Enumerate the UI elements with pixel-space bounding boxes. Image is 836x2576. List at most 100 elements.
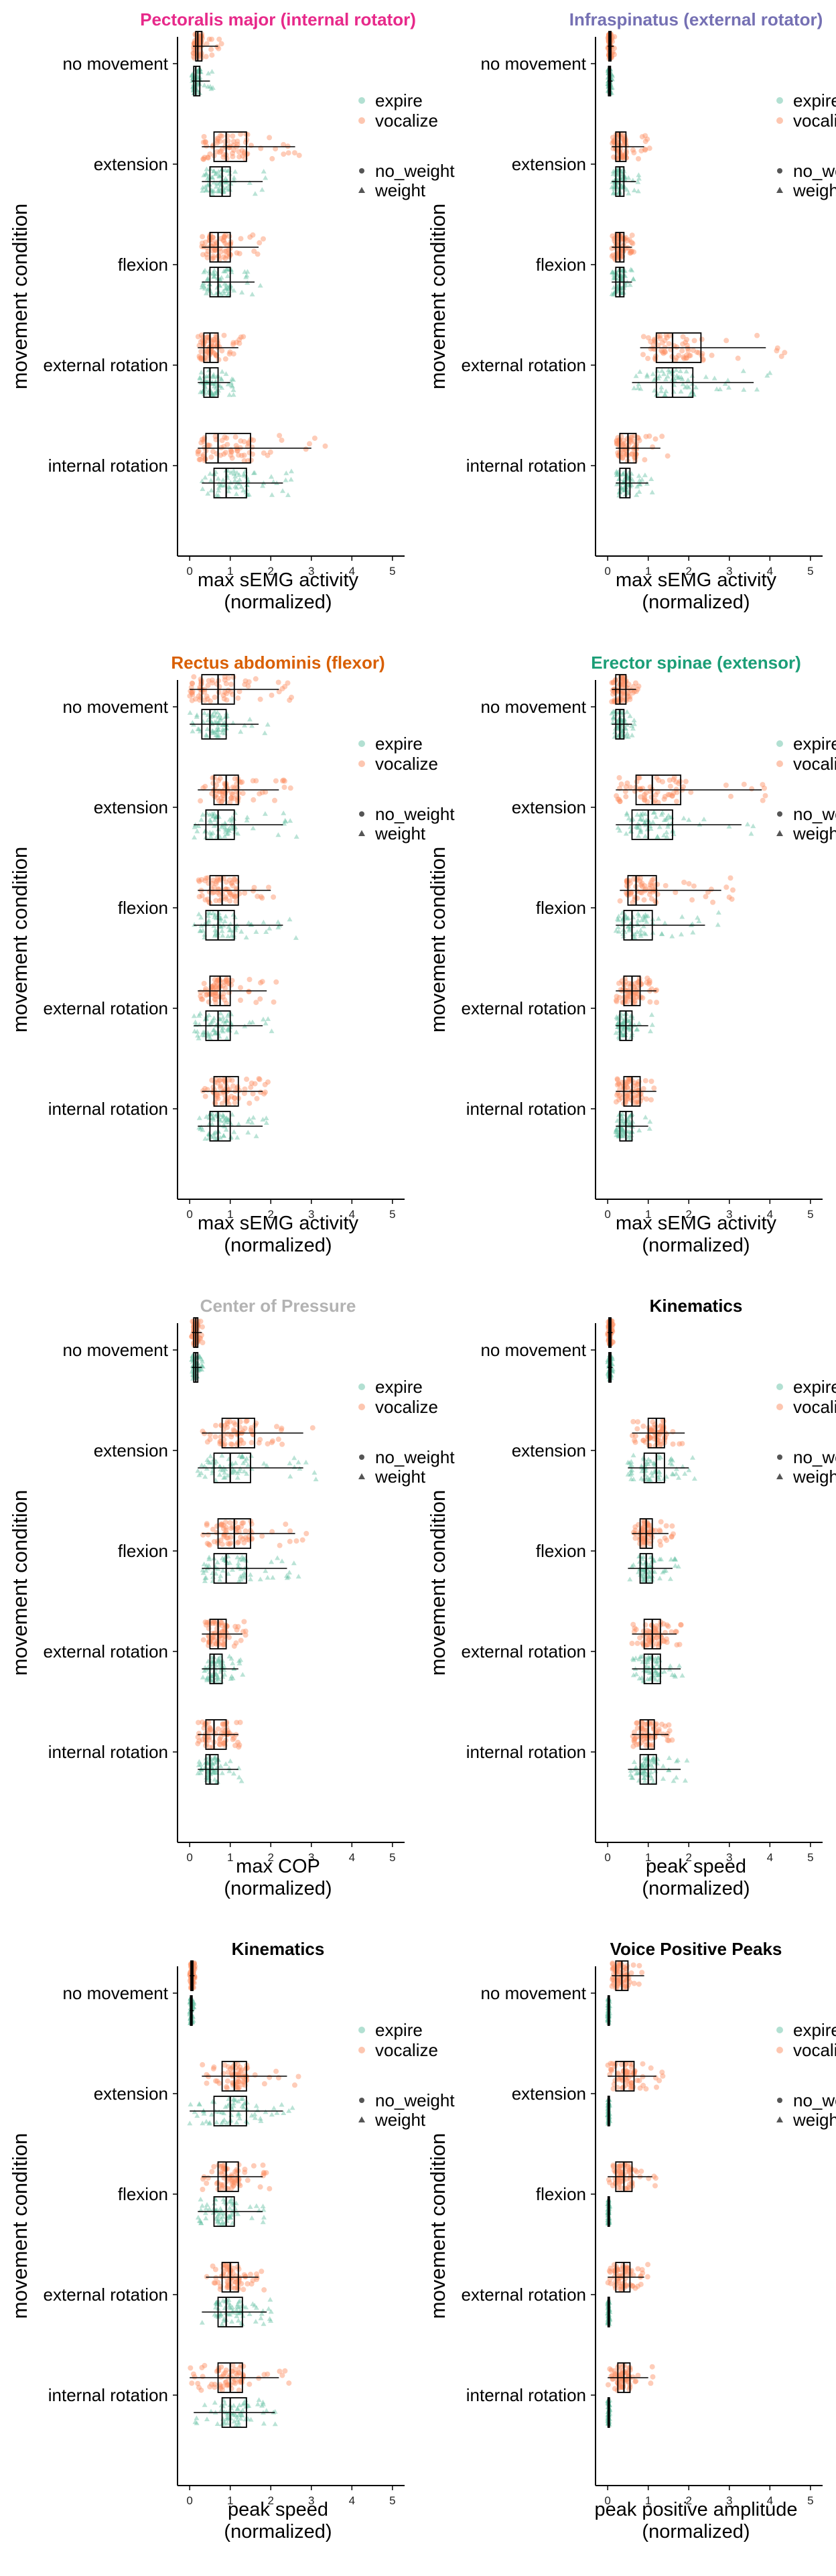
data-point <box>629 249 634 254</box>
data-point <box>774 348 779 354</box>
legend-shape-weight <box>358 830 365 836</box>
data-point <box>634 1672 639 1676</box>
legend-label-no_weight: no_weight <box>793 1447 836 1467</box>
x-axis-label: max sEMG activity <box>616 569 777 591</box>
legend-label-no_weight: no_weight <box>375 804 455 824</box>
data-point <box>692 338 697 343</box>
data-point <box>250 291 255 296</box>
legend-swatch-expire <box>358 1383 365 1390</box>
data-point <box>292 150 297 155</box>
data-point <box>643 139 648 144</box>
data-point <box>230 456 235 461</box>
data-point <box>200 2374 206 2379</box>
data-point <box>296 1574 301 1578</box>
data-point <box>231 1666 236 1671</box>
data-point <box>245 2281 250 2287</box>
data-point <box>212 351 217 356</box>
data-point <box>225 934 230 939</box>
data-point <box>669 934 675 939</box>
data-point <box>292 2082 297 2088</box>
data-point <box>614 442 620 447</box>
data-point <box>216 689 222 695</box>
data-point <box>647 980 652 986</box>
data-point <box>745 821 750 826</box>
data-point <box>642 133 648 139</box>
data-point <box>220 1101 225 1106</box>
data-point <box>749 786 754 791</box>
data-point <box>691 348 696 353</box>
category-label: internal rotation <box>48 1742 168 1762</box>
data-point <box>261 2372 267 2377</box>
data-point <box>255 894 260 899</box>
data-point <box>270 1575 275 1580</box>
data-point <box>198 457 203 462</box>
category-label: flexion <box>118 2184 168 2204</box>
chart-title: Erector spinae (extensor) <box>591 653 801 673</box>
data-point <box>231 675 236 680</box>
data-point <box>206 1000 212 1005</box>
data-point <box>670 1429 675 1434</box>
data-point <box>243 1633 249 1638</box>
category-label: internal rotation <box>466 456 586 476</box>
data-point <box>238 236 244 241</box>
data-point <box>681 880 687 885</box>
data-point <box>748 831 754 836</box>
data-point <box>679 389 684 393</box>
data-point <box>779 354 784 359</box>
data-point <box>640 1543 646 1548</box>
data-point <box>632 1759 637 1764</box>
data-point <box>275 919 281 924</box>
data-point <box>644 1521 650 1526</box>
data-point <box>234 1030 239 1034</box>
data-point <box>208 454 214 460</box>
data-point <box>203 1094 208 1099</box>
data-point <box>658 1519 664 1525</box>
data-point <box>286 150 291 155</box>
data-point <box>681 815 687 820</box>
data-point <box>683 355 689 360</box>
data-point <box>667 792 673 797</box>
data-point <box>303 1460 309 1465</box>
data-point <box>293 935 299 940</box>
data-point <box>263 1021 269 1026</box>
data-point <box>618 898 623 904</box>
legend-label-vocalize: vocalize <box>793 111 836 131</box>
data-point <box>199 370 204 375</box>
data-point <box>240 791 246 796</box>
data-point <box>213 2275 218 2281</box>
data-point <box>280 488 285 493</box>
data-point <box>188 2366 193 2371</box>
data-point <box>640 1438 646 1443</box>
data-point <box>224 691 229 696</box>
data-point <box>206 1626 212 1631</box>
data-point <box>267 135 272 140</box>
data-point <box>677 1441 682 1446</box>
data-point <box>221 1133 226 1138</box>
category-label: no movement <box>62 697 168 717</box>
data-point <box>626 878 632 883</box>
data-point <box>636 1742 642 1747</box>
data-point <box>741 387 746 392</box>
data-point <box>216 2081 222 2086</box>
data-point <box>206 269 212 273</box>
data-point <box>198 1318 204 1324</box>
data-point <box>211 2164 216 2169</box>
data-point <box>251 778 256 783</box>
data-point <box>723 783 729 788</box>
data-point <box>243 1528 249 1534</box>
data-point <box>234 1135 240 1140</box>
data-point <box>207 37 212 42</box>
data-point <box>639 890 644 896</box>
legend-label-no_weight: no_weight <box>793 804 836 824</box>
legend-shape-no_weight <box>359 1454 364 1460</box>
data-point <box>230 1083 236 1089</box>
x-axis-label: max COP <box>236 1856 320 1877</box>
data-point <box>235 695 240 701</box>
data-point <box>242 890 247 896</box>
data-point <box>642 797 647 802</box>
data-point <box>271 894 276 900</box>
legend-label-vocalize: vocalize <box>375 111 438 131</box>
data-point <box>211 2064 216 2070</box>
